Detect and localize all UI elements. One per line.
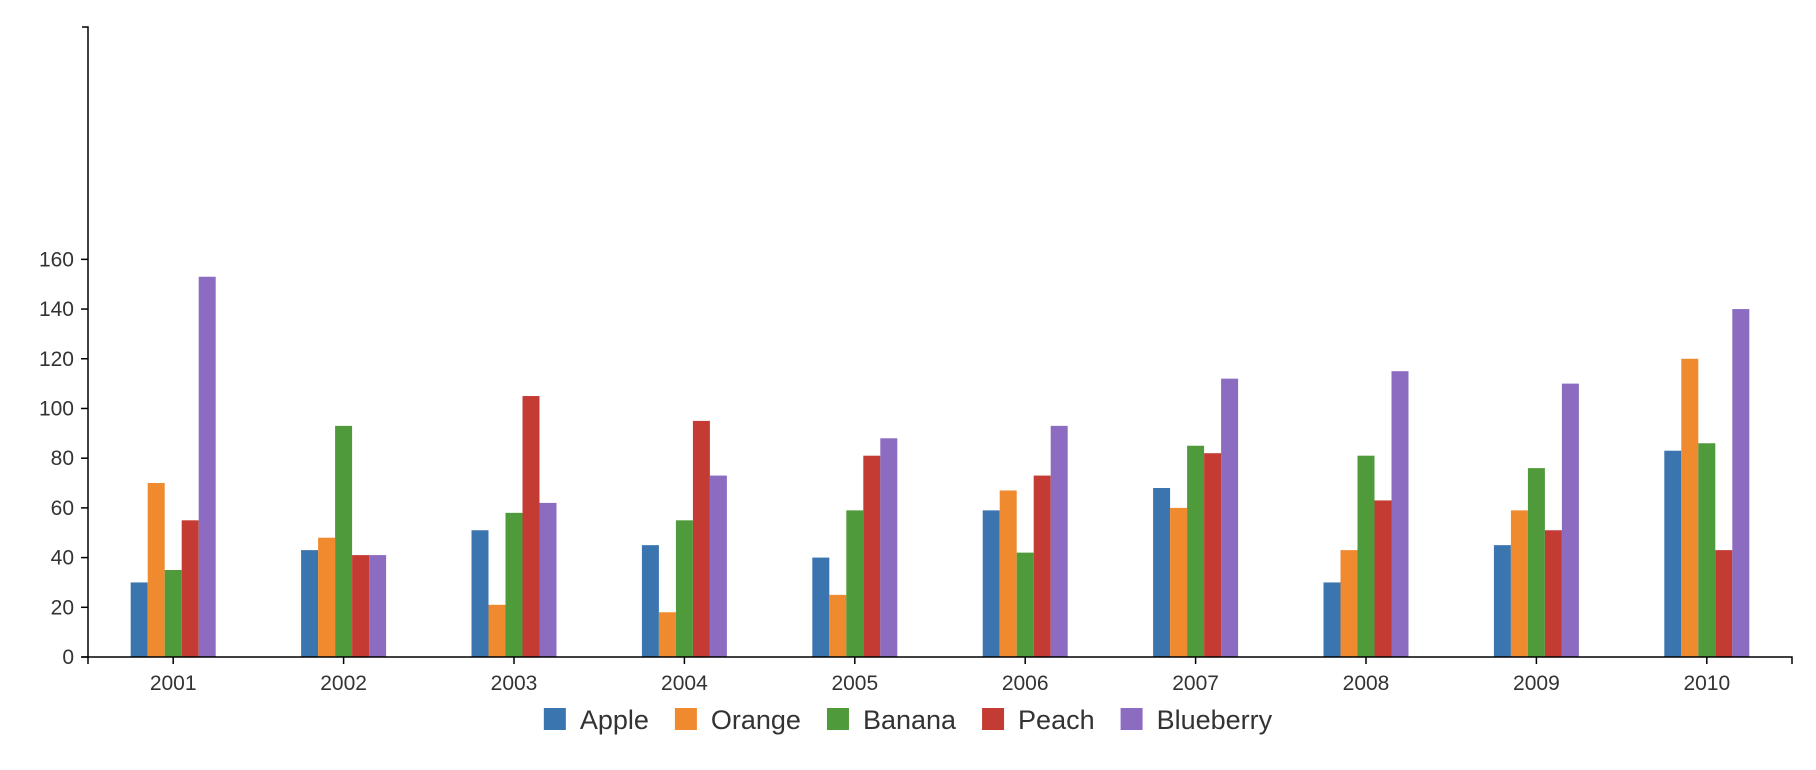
x-tick-label: 2009 (1513, 672, 1560, 695)
bar-orange-2007 (1170, 507, 1188, 657)
bar-orange-2006 (999, 490, 1017, 657)
y-axis-line (82, 26, 89, 658)
y-tick-label: 120 (39, 348, 74, 371)
bar-blueberry-2009 (1561, 383, 1579, 657)
bar-apple-2003 (471, 530, 489, 657)
y-tick-label: 100 (39, 397, 74, 420)
bar-peach-2005 (863, 455, 881, 657)
bar-blueberry-2007 (1221, 378, 1239, 657)
bar-orange-2001 (147, 483, 165, 657)
y-tick-label: 20 (51, 596, 74, 619)
x-tick-label: 2007 (1172, 672, 1219, 695)
bar-apple-2001 (130, 582, 148, 657)
bar-banana-2006 (1016, 552, 1034, 657)
bar-apple-2004 (641, 545, 659, 657)
bar-orange-2002 (318, 537, 336, 657)
legend-item-orange: Orange (674, 705, 801, 735)
legend: Apple Orange Banana Peach Blueberry (543, 705, 1273, 735)
legend-item-apple: Apple (543, 705, 649, 735)
bar-apple-2006 (982, 510, 1000, 657)
legend-item-peach: Peach (982, 705, 1095, 735)
bar-apple-2005 (812, 557, 830, 657)
legend-swatch-orange (674, 708, 697, 730)
legend-swatch-apple (543, 708, 566, 730)
bar-apple-2007 (1153, 488, 1171, 657)
legend-swatch-peach (982, 708, 1005, 730)
legend-swatch-banana (826, 708, 849, 730)
bar-orange-2005 (829, 594, 847, 657)
x-tick-label: 2008 (1343, 672, 1390, 695)
legend-label-peach: Peach (1018, 705, 1095, 735)
bar-peach-2006 (1033, 475, 1051, 657)
bar-apple-2010 (1664, 450, 1682, 657)
x-tick-label: 2003 (491, 672, 538, 695)
bar-blueberry-2005 (880, 438, 898, 657)
bar-peach-2008 (1374, 500, 1392, 657)
bar-peach-2003 (522, 396, 540, 657)
y-tick-label: 40 (51, 547, 74, 570)
legend-swatch-blueberry (1120, 708, 1143, 730)
y-tick-label: 60 (51, 497, 74, 520)
bar-orange-2004 (658, 612, 676, 657)
y-tick-label: 0 (62, 646, 74, 669)
bar-orange-2008 (1340, 550, 1358, 657)
legend-label-banana: Banana (863, 705, 957, 735)
bar-orange-2003 (488, 604, 506, 657)
bar-apple-2002 (301, 550, 319, 657)
bar-blueberry-2008 (1391, 371, 1409, 657)
bar-banana-2009 (1527, 468, 1545, 657)
bar-banana-2005 (846, 510, 864, 657)
y-tick-label: 140 (39, 298, 74, 321)
x-tick-label: 2001 (150, 672, 197, 695)
legend-label-orange: Orange (711, 705, 801, 735)
bar-banana-2004 (675, 520, 693, 657)
bar-banana-2002 (335, 425, 353, 657)
bar-blueberry-2001 (198, 276, 216, 657)
bar-peach-2009 (1544, 530, 1562, 657)
bar-peach-2004 (692, 420, 710, 657)
bar-apple-2009 (1493, 545, 1511, 657)
x-axis-line (87, 656, 1793, 664)
legend-item-banana: Banana (826, 705, 957, 735)
legend-item-blueberry: Blueberry (1120, 705, 1273, 735)
bar-orange-2010 (1681, 358, 1699, 657)
bars-layer (130, 276, 1750, 657)
y-tick-label: 80 (51, 447, 74, 470)
bar-peach-2007 (1204, 453, 1222, 657)
x-tick-label: 2010 (1683, 672, 1730, 695)
bar-peach-2010 (1715, 550, 1733, 657)
legend-label-apple: Apple (580, 705, 649, 735)
y-tick-label: 160 (39, 248, 74, 271)
bar-blueberry-2002 (369, 555, 387, 657)
x-tick-label: 2002 (320, 672, 367, 695)
bar-blueberry-2010 (1732, 309, 1750, 657)
bar-banana-2007 (1187, 445, 1205, 657)
axes-layer: 2001 2002 2003 2004 2005 2006 2007 2008 2009 2010… (39, 26, 1793, 695)
x-tick-label: 2005 (831, 672, 878, 695)
bar-peach-2002 (352, 555, 370, 657)
x-tick-label: 2006 (1002, 672, 1049, 695)
bar-blueberry-2004 (709, 475, 727, 657)
bar-banana-2003 (505, 512, 523, 657)
bar-banana-2008 (1357, 455, 1375, 657)
bar-apple-2008 (1323, 582, 1341, 657)
bar-peach-2001 (181, 520, 199, 657)
bar-blueberry-2006 (1050, 425, 1068, 657)
legend-label-blueberry: Blueberry (1157, 705, 1273, 735)
bar-orange-2009 (1510, 510, 1528, 657)
bar-banana-2010 (1698, 443, 1716, 657)
x-tick-label: 2004 (661, 672, 708, 695)
bar-blueberry-2003 (539, 502, 557, 657)
bar-banana-2001 (164, 570, 182, 657)
